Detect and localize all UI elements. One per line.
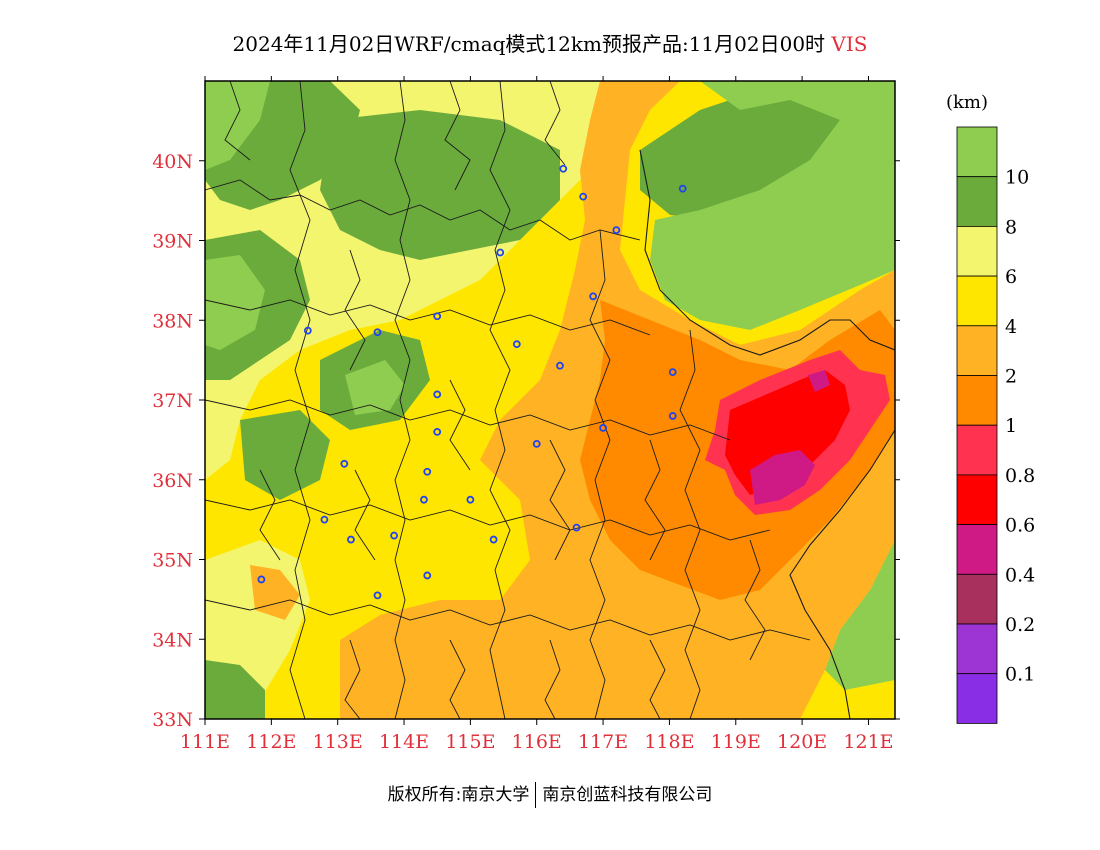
legend-label: 10 (1005, 167, 1029, 189)
axis-ticks: 111E 112E 113E 114E 115E 116E 117E 118E 119E 120E… (152, 76, 900, 753)
city-marker (257, 575, 266, 584)
y-tick-label: 34N (152, 629, 193, 651)
legend-swatch (956, 275, 998, 327)
x-tick-label: 121E (843, 731, 893, 753)
city-marker (612, 226, 621, 235)
city-marker (433, 312, 442, 321)
vis-region-10plus-northwest (205, 81, 270, 170)
vis-region-10plus-west (205, 255, 265, 350)
city-marker (390, 531, 398, 540)
city-marker (668, 412, 677, 420)
y-tick-label: 36N (152, 470, 193, 492)
legend-swatch (956, 325, 998, 376)
vis-region-0.4to0.6-north (808, 370, 830, 392)
legend-label: 6 (1005, 266, 1017, 288)
legend-label: 0.2 (1005, 614, 1035, 636)
vis-region-8to10-southwest (205, 660, 265, 719)
x-tick-label: 117E (578, 731, 628, 753)
color-legend: (km) 10 8 6 4 2 1 0.8 0.6 0.4 0.2 0.1 (946, 92, 1035, 724)
vis-region-8to10-north (320, 110, 560, 260)
legend-swatch (956, 474, 998, 525)
legend-swatch (956, 176, 998, 227)
y-tick-label: 38N (152, 310, 193, 332)
city-marker (320, 515, 329, 524)
vis-region-0.4to0.6 (750, 450, 815, 505)
admin-boundaries (205, 81, 811, 719)
city-marker (496, 248, 505, 257)
city-marker (433, 427, 442, 436)
city-marker (599, 424, 607, 432)
title-text: 2024年11月02日WRF/cmaq模式12km预报产品:11月02日00时 (232, 32, 826, 56)
plot-area (205, 81, 895, 719)
city-marker (532, 439, 541, 448)
vis-region-8to10-westlow (240, 410, 330, 500)
coastline (639, 149, 895, 719)
city-marker (559, 164, 568, 173)
legend-label: 0.8 (1005, 465, 1035, 487)
city-markers (257, 164, 687, 600)
x-tick-label: 119E (711, 731, 761, 753)
x-tick-label: 115E (445, 731, 495, 753)
x-tick-label: 111E (180, 731, 230, 753)
legend-swatch (956, 375, 998, 426)
x-tick-label: 118E (644, 731, 694, 753)
legend-label: 4 (1005, 316, 1017, 338)
x-tick-label: 120E (777, 731, 827, 753)
city-marker (423, 467, 432, 476)
y-tick-label: 40N (152, 151, 193, 173)
x-tick-label: 116E (512, 731, 562, 753)
city-marker (373, 591, 382, 600)
legend-swatch (956, 524, 998, 575)
map-title: 2024年11月02日WRF/cmaq模式12km预报产品:11月02日00时 … (0, 28, 1100, 57)
vis-region-10plus-northeast (650, 81, 895, 330)
city-marker (589, 292, 598, 301)
x-tick-label: 113E (313, 731, 363, 753)
vis-region-8to10-northeast (640, 90, 850, 220)
vis-region-2to4-west (250, 565, 300, 620)
legend-swatch (956, 126, 998, 178)
city-marker (678, 184, 687, 193)
title-variable: VIS (831, 32, 868, 56)
footer: 版权所有:南京大学 南京创蓝科技有限公司 (0, 780, 1100, 808)
x-tick-label: 114E (379, 731, 429, 753)
city-marker (556, 361, 564, 370)
legend-label: 0.1 (1005, 664, 1035, 686)
footer-separator (535, 782, 537, 808)
x-tick-label: 112E (246, 731, 296, 753)
city-marker (347, 535, 355, 544)
city-marker (303, 326, 312, 335)
legend-swatch (956, 424, 998, 476)
legend-label: 2 (1005, 366, 1017, 388)
city-marker (668, 368, 677, 376)
city-marker (433, 390, 442, 399)
legend-unit: (km) (946, 92, 988, 113)
vis-region-10plus-center (345, 360, 405, 415)
city-marker (423, 571, 432, 580)
legend-label: 0.4 (1005, 564, 1035, 586)
legend-swatch (956, 673, 998, 724)
vis-region-10plus-southeast (825, 540, 895, 690)
city-marker (489, 535, 498, 544)
legend-swatch (956, 573, 998, 625)
footer-copyright: 版权所有:南京大学 (387, 785, 530, 805)
y-tick-label: 37N (152, 390, 193, 412)
y-tick-label: 33N (152, 709, 193, 731)
y-tick-label: 39N (152, 231, 193, 253)
city-marker (512, 340, 521, 349)
legend-label: 1 (1005, 415, 1017, 437)
city-marker (572, 523, 581, 532)
footer-company: 南京创蓝科技有限公司 (542, 785, 713, 805)
legend-label: 0.6 (1005, 515, 1035, 537)
city-marker (579, 192, 588, 201)
y-tick-label: 35N (152, 550, 193, 572)
vis-region-0.6to0.8 (725, 370, 850, 495)
city-marker (373, 328, 382, 337)
legend-swatch (956, 225, 998, 277)
city-marker (340, 459, 349, 468)
legend-swatch (956, 623, 998, 675)
city-marker (466, 495, 475, 504)
city-marker (420, 495, 428, 504)
legend-label: 8 (1005, 216, 1017, 238)
